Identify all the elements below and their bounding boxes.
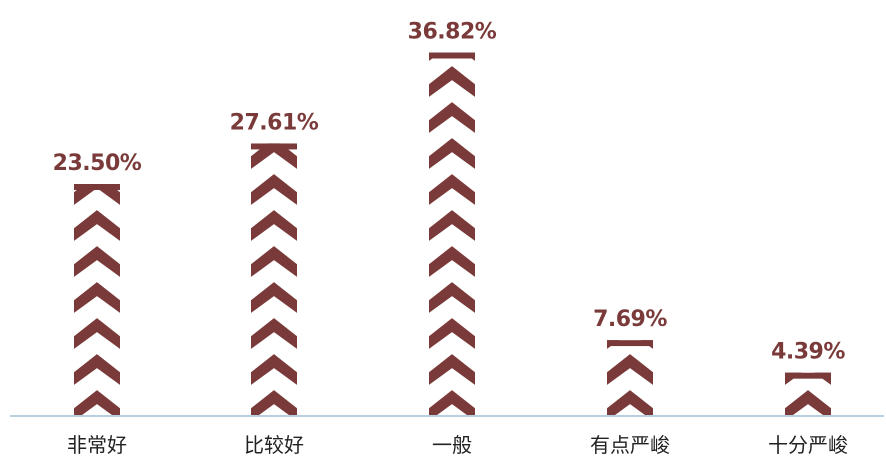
bar-chevron xyxy=(429,174,475,205)
bar-chevron xyxy=(607,390,653,416)
bar-chevron xyxy=(785,372,831,385)
bar-4 xyxy=(607,340,653,416)
bar-3 xyxy=(429,52,475,416)
bar-chevron xyxy=(607,354,653,385)
value-label-1: 23.50% xyxy=(53,151,142,176)
bar-chevron xyxy=(74,390,120,416)
bar-chevron xyxy=(429,210,475,241)
bar-chevron xyxy=(74,184,120,205)
bar-chevron xyxy=(74,282,120,313)
bar-chevron xyxy=(251,246,297,277)
value-label-3: 36.82% xyxy=(408,20,497,45)
category-label-2: 比较好 xyxy=(244,433,304,457)
bar-chevron xyxy=(251,390,297,416)
bar-chevron xyxy=(785,390,831,417)
value-label-5: 4.39% xyxy=(771,340,845,365)
bar-chevron xyxy=(251,143,297,169)
bar-chevron xyxy=(607,340,653,349)
category-label-5: 十分严峻 xyxy=(768,433,848,457)
bar-chevron xyxy=(429,138,475,169)
bar-1 xyxy=(74,184,120,416)
value-label-4: 7.69% xyxy=(593,307,667,332)
value-label-2: 27.61% xyxy=(230,110,319,135)
bar-chevron xyxy=(429,390,475,416)
bar-chevron xyxy=(429,318,475,349)
bar-5 xyxy=(785,372,831,417)
bar-chevron xyxy=(251,354,297,385)
bar-chevron xyxy=(74,246,120,277)
bar-chevron xyxy=(429,354,475,385)
category-label-4: 有点严峻 xyxy=(590,433,670,457)
bar-chevron xyxy=(429,102,475,133)
bar-chevron xyxy=(74,318,120,349)
category-label-1: 非常好 xyxy=(67,433,127,457)
bar-chevron xyxy=(429,246,475,277)
bar-chevron xyxy=(429,66,475,97)
bar-cap xyxy=(785,372,831,379)
bar-chevron xyxy=(74,354,120,385)
bar-chevron xyxy=(251,210,297,241)
bar-chevron xyxy=(251,282,297,313)
value-labels-layer: 23.50% 27.61% 36.82% 7.69% 4.39% xyxy=(53,20,846,365)
bar-chevron xyxy=(251,174,297,205)
bar-2 xyxy=(251,143,297,416)
category-label-3: 一般 xyxy=(432,433,472,457)
bars-layer xyxy=(74,52,831,417)
bar-chevron xyxy=(251,318,297,349)
bar-chevron xyxy=(74,210,120,241)
bar-cap xyxy=(429,52,475,59)
category-labels-layer: 非常好 比较好 一般 有点严峻 十分严峻 xyxy=(67,433,848,457)
bar-chevron xyxy=(429,282,475,313)
bar-chevron xyxy=(429,52,475,61)
bar-cap xyxy=(607,340,653,347)
